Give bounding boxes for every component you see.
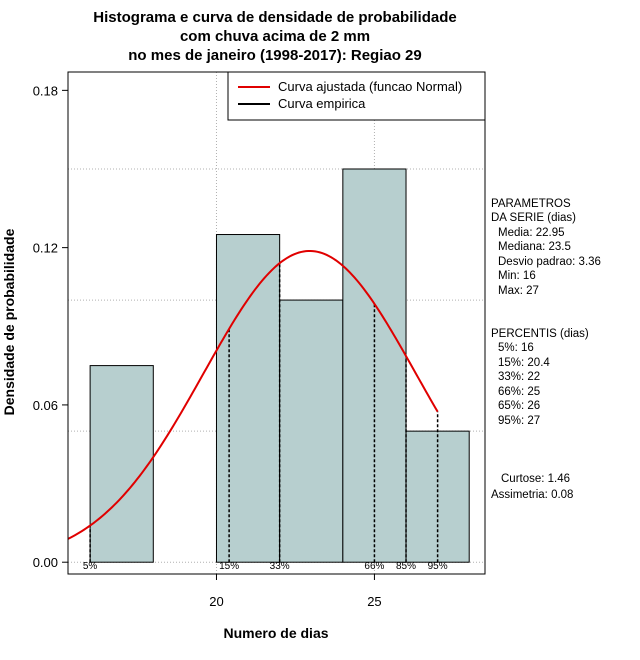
y-tick-label-3: 0.18 (33, 83, 58, 98)
title-line-2: com chuva acima de 2 mm (180, 28, 370, 45)
percentil-15: 15%: 20.4 (498, 357, 550, 369)
y-axis-ticks: 0.00 0.06 0.12 0.18 (33, 83, 68, 570)
stat-media: Media: 22.95 (498, 227, 565, 239)
params-title: PARAMETROS (491, 198, 571, 210)
percentile-label-2: 33% (270, 561, 290, 572)
percentis-title: PERCENTIS (dias) (491, 328, 589, 340)
y-tick-label-0: 0.00 (33, 555, 58, 570)
title-line-3: no mes de janeiro (1998-2017): Regiao 29 (128, 47, 421, 64)
x-tick-label-0: 20 (209, 594, 223, 609)
chart-title: Histograma e curva de densidade de proba… (93, 9, 456, 64)
x-tick-label-1: 25 (367, 594, 381, 609)
histogram-bar-0 (89, 365, 154, 563)
y-axis-title: Densidade de probabilidade (1, 228, 17, 415)
histogram-bar-3 (279, 299, 344, 563)
x-axis-ticks: 20 25 (209, 574, 382, 609)
normal-curve-line (67, 249, 439, 540)
percentil-95: 95%: 27 (498, 415, 540, 427)
stat-mediana: Mediana: 23.5 (498, 241, 571, 253)
stat-min: Min: 16 (498, 270, 536, 282)
legend-label-empirical: Curva empirica (278, 96, 366, 111)
x-axis-title: Numero de dias (223, 625, 328, 641)
legend: Curva ajustada (funcao Normal) Curva emp… (227, 71, 486, 121)
percentile-label-1: 15% (219, 561, 239, 572)
params-subtitle: DA SERIE (dias) (491, 212, 576, 224)
percentil-65: 65%: 26 (498, 400, 540, 412)
stat-desvio: Desvio padrao: 3.36 (498, 256, 601, 268)
y-tick-label-2: 0.12 (33, 241, 58, 256)
stat-curtose: Curtose: 1.46 (501, 473, 570, 485)
percentile-label-4: 85% (396, 561, 416, 572)
legend-label-fitted: Curva ajustada (funcao Normal) (278, 79, 462, 94)
percentile-markers: 5% 15% 33% 66% 85% 95% (83, 263, 448, 572)
y-tick-label-1: 0.06 (33, 398, 58, 413)
stat-assimetria: Assimetria: 0.08 (491, 489, 573, 501)
percentile-label-0: 5% (83, 561, 98, 572)
legend-box (227, 71, 486, 121)
percentil-66: 66%: 25 (498, 386, 540, 398)
histogram-bar-2 (215, 234, 281, 563)
statistics-panel: PARAMETROS DA SERIE (dias) Media: 22.95 … (491, 198, 601, 501)
percentil-5: 5%: 16 (498, 342, 534, 354)
stat-max: Max: 27 (498, 285, 539, 297)
title-line-1: Histograma e curva de densidade de proba… (93, 9, 456, 26)
percentile-label-3: 66% (364, 561, 384, 572)
percentil-33: 33%: 22 (498, 371, 540, 383)
percentile-label-5: 95% (428, 561, 448, 572)
